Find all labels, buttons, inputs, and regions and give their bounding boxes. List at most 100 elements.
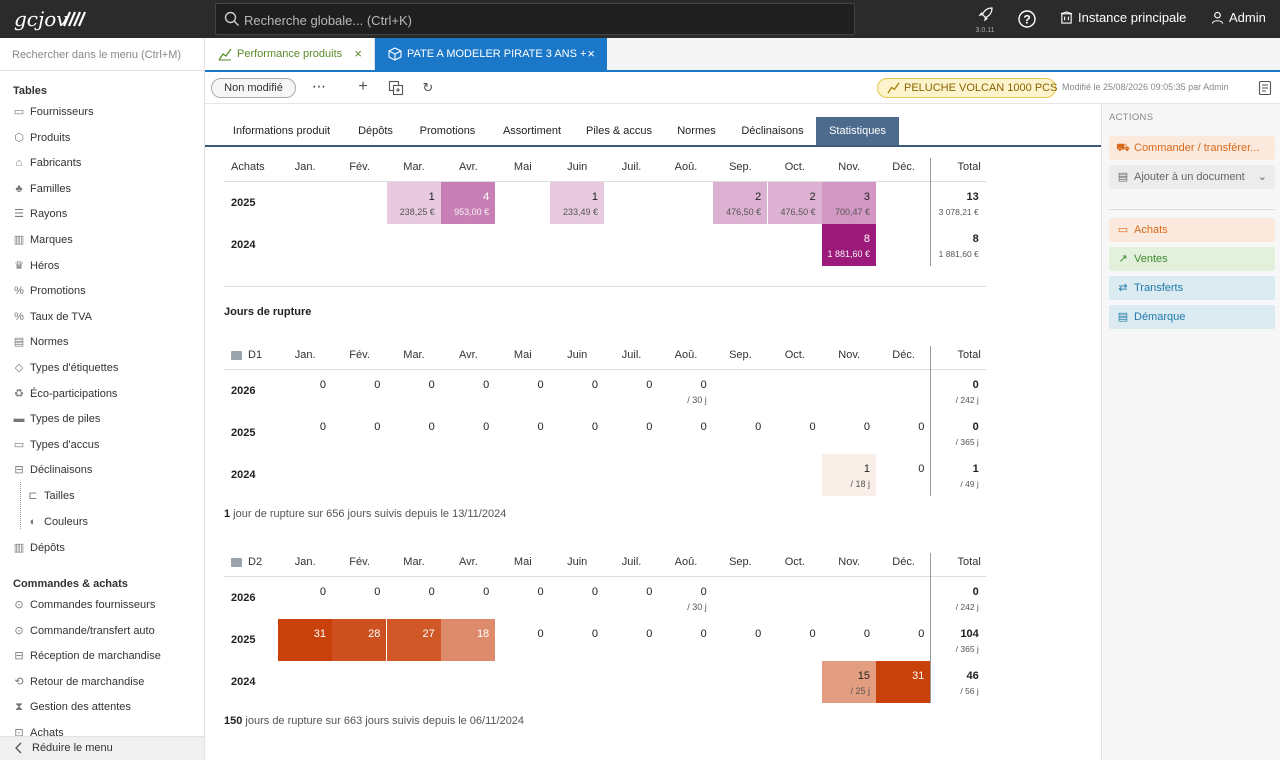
purchases-table: Achats Jan. Fév. Mar. Avr. Mai Juin Juil. Aoû. Se…	[224, 152, 986, 287]
stat-cell: 0	[713, 619, 767, 661]
action-transferts[interactable]: ⇄ Transferts	[1109, 276, 1275, 300]
sidebar-item-produits[interactable]: ⬡ Produits	[12, 131, 197, 151]
sidebar-item-reception-de-marchandise[interactable]: ⊟ Réception de marchandise	[12, 649, 197, 669]
sidebar-item-normes[interactable]: ▤ Normes	[12, 335, 197, 355]
stat-cell: 2 476,50 €	[767, 182, 822, 224]
sidebar-item-marques[interactable]: ▥ Marques	[12, 233, 197, 253]
action-commander-transferer[interactable]: ⛟ Commander / transférer...	[1109, 136, 1275, 160]
product-subtabs: Informations produit Dépôts Promotions Asso…	[205, 116, 1101, 147]
menu-search-input[interactable]	[12, 46, 197, 64]
cell-value: 0	[755, 628, 762, 640]
user-menu[interactable]: Admin	[1211, 10, 1266, 30]
sidebar-item-retour-de-marchandise[interactable]: ⟲ Retour de marchandise	[12, 675, 197, 695]
month-header: Juil.	[621, 556, 642, 568]
menu-search[interactable]	[0, 38, 204, 71]
month-header: Sep.	[729, 556, 752, 568]
tab-informations-produit[interactable]: Informations produit	[232, 125, 331, 137]
cell-value: 0	[483, 379, 490, 391]
sidebar-item-label: Commandes fournisseurs	[30, 599, 156, 611]
cell-value: 0	[537, 628, 544, 640]
store-name: D2	[248, 556, 263, 568]
stat-cell: 1 233,49 €	[550, 182, 604, 224]
sidebar-item-types-de-piles[interactable]: ▬ Types de piles	[12, 412, 197, 432]
action-achats[interactable]: ▭ Achats	[1109, 218, 1275, 242]
sidebar-item-heros[interactable]: ♛ Héros	[12, 259, 197, 279]
sidebar-item-label: Héros	[30, 259, 60, 272]
sidebar-item-eco-participations[interactable]: ♻ Éco-participations	[12, 387, 197, 407]
stat-cell: 0	[441, 577, 495, 619]
total-subvalue: / 365 j	[955, 644, 979, 654]
global-search[interactable]	[215, 3, 855, 35]
stat-cell: 0	[822, 412, 876, 454]
eco-participations-icon: ♻	[14, 387, 24, 400]
status-badge[interactable]: Non modifié	[211, 78, 296, 98]
duplicate-icon[interactable]	[388, 80, 404, 96]
sidebar-item-taux-de-tva[interactable]: % Taux de TVA	[12, 310, 197, 330]
tab-depots[interactable]: Dépôts	[358, 125, 393, 137]
total-value: 13	[966, 191, 979, 203]
user-name: Admin	[1229, 10, 1266, 25]
document-panel-icon[interactable]	[1257, 80, 1273, 96]
tab-statistiques[interactable]: Statistiques	[816, 117, 899, 145]
instance-selector[interactable]: Instance principale	[1060, 10, 1186, 30]
month-header: Aoû.	[674, 556, 698, 568]
sidebar-item-fabricants[interactable]: ⌂ Fabricants	[12, 156, 197, 176]
sidebar-item-gestion-des-attentes[interactable]: ⧗ Gestion des attentes	[12, 700, 197, 720]
collapse-menu-button[interactable]: Réduire le menu	[0, 736, 204, 760]
sidebar-item-types-d-etiquettes[interactable]: ◇ Types d'étiquettes	[12, 361, 197, 381]
cell-value: 0	[755, 421, 762, 433]
more-icon[interactable]: ⋯	[312, 78, 326, 94]
tab-performance-produits[interactable]: Performance produits ×	[205, 38, 375, 70]
total-subvalue: / 49 j	[960, 479, 979, 489]
sidebar-item-familles[interactable]: ♣ Familles	[12, 182, 197, 202]
chevron-left-icon	[14, 742, 24, 757]
month-header: Sep.	[729, 161, 752, 173]
action-ventes[interactable]: ↗ Ventes	[1109, 247, 1275, 271]
tab-normes[interactable]: Normes	[677, 125, 716, 137]
cell-value: 0	[591, 421, 598, 433]
cell-value: 1	[591, 191, 598, 203]
cell-value: 0	[700, 421, 707, 433]
sidebar-item-declinaisons[interactable]: ⊟ Déclinaisons	[12, 463, 197, 483]
sidebar-item-types-d-accus[interactable]: ▭ Types d'accus	[12, 438, 197, 458]
sidebar-item-promotions[interactable]: % Promotions	[12, 284, 197, 304]
sidebar-item-tailles[interactable]: ⊏ Tailles	[26, 489, 211, 509]
cell-value: 0	[918, 421, 925, 433]
app-logo[interactable]: gcjov	[12, 6, 92, 32]
total-cell: 46 / 56 j	[931, 661, 985, 703]
divider	[929, 346, 931, 496]
close-icon[interactable]: ×	[587, 46, 595, 61]
close-icon[interactable]: ×	[354, 46, 362, 61]
sidebar-item-commande-transfert-auto[interactable]: ⊙ Commande/transfert auto	[12, 624, 197, 644]
stat-cell: 4 953,00 €	[441, 182, 496, 224]
year-label: 2026	[231, 385, 256, 397]
rocket-icon[interactable]	[975, 6, 997, 34]
sidebar-item-commandes-fournisseurs[interactable]: ⊙ Commandes fournisseurs	[12, 598, 197, 618]
tab-declinaisons[interactable]: Déclinaisons	[741, 125, 804, 137]
app-version: 3.0.11	[975, 27, 995, 34]
refresh-icon[interactable]: ↻	[422, 80, 434, 95]
tab-pate-a-modeler[interactable]: PATE A MODELER PIRATE 3 ANS + ×	[375, 38, 607, 70]
action-demarque[interactable]: ▤ Démarque	[1109, 305, 1275, 329]
stat-cell: 0	[387, 412, 441, 454]
tab-assortiment[interactable]: Assortiment	[502, 125, 562, 137]
cell-value: 15	[857, 670, 870, 682]
tab-piles-accus[interactable]: Piles & accus	[585, 125, 653, 137]
sidebar-item-depots[interactable]: ▥ Dépôts	[12, 541, 197, 561]
add-icon[interactable]: +	[358, 78, 368, 95]
help-icon[interactable]: ?	[1017, 9, 1037, 29]
month-header: Avr.	[459, 349, 478, 361]
taux-de-tva-icon: %	[14, 310, 24, 323]
familles-icon: ♣	[15, 182, 23, 195]
sidebar-item-couleurs[interactable]: ◐ Couleurs	[26, 515, 211, 535]
tab-promotions[interactable]: Promotions	[419, 125, 476, 137]
total-value: 0	[972, 379, 979, 391]
action-ajouter-a-un-document[interactable]: ▤ Ajouter à un document ⌄	[1109, 165, 1275, 189]
related-product-badge[interactable]: PELUCHE VOLCAN 1000 PCS	[877, 78, 1057, 98]
cell-subvalue: 233,49 €	[562, 207, 598, 217]
sidebar-item-fournisseurs[interactable]: ▭ Fournisseurs	[12, 105, 197, 125]
stat-cell: 1 / 18 j	[822, 454, 876, 496]
global-search-input[interactable]	[244, 10, 844, 30]
stat-cell: 0	[496, 412, 550, 454]
sidebar-item-rayons[interactable]: ☰ Rayons	[12, 207, 197, 227]
